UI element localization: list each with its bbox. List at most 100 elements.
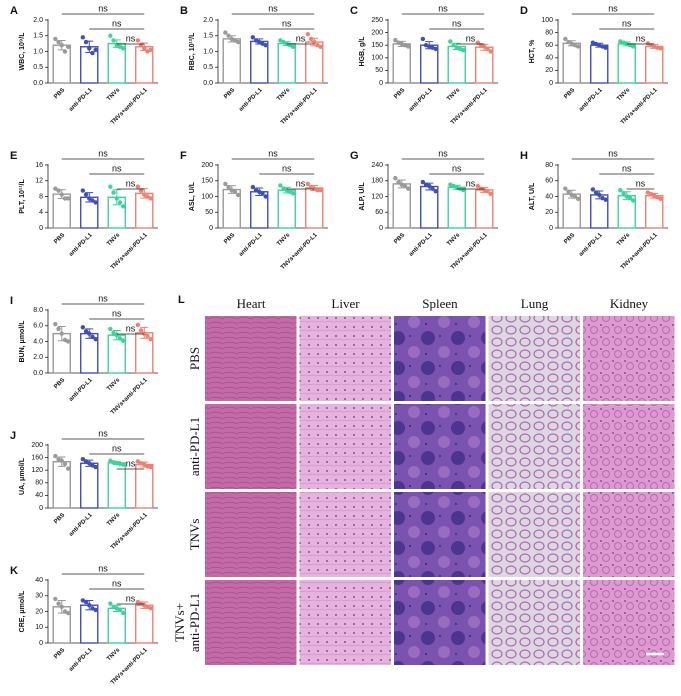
significance-label: ns (466, 178, 476, 188)
significance-label: ns (98, 3, 108, 13)
x-tick-label: PBS (393, 87, 406, 100)
y-tick-label: 80 (35, 480, 43, 487)
bar (250, 40, 269, 84)
data-point (485, 46, 490, 52)
y-tick-label: 8.0 (33, 307, 43, 314)
significance-label: ns (126, 593, 136, 603)
significance-label: ns (608, 148, 618, 158)
x-tick-label: anti-PD-L1 (68, 512, 94, 538)
x-tick-label: TNVs (446, 232, 462, 248)
data-point (83, 39, 89, 45)
data-point (117, 200, 123, 205)
panel-letter: I (10, 295, 13, 307)
significance-label: ns (268, 148, 278, 158)
bar (222, 38, 241, 84)
data-point (87, 461, 92, 466)
column-label: Liver (331, 296, 360, 311)
data-point (90, 50, 95, 56)
data-point (65, 44, 71, 49)
x-tick-label: TNVs (106, 647, 122, 663)
row-label: anti-PD-L1 (187, 417, 202, 476)
data-point (138, 188, 144, 193)
y-tick-label: 80 (545, 162, 553, 169)
data-point (135, 38, 141, 43)
y-tick-label: 200 (31, 442, 43, 449)
data-point (563, 36, 568, 42)
data-point (451, 43, 456, 48)
significance-label: ns (112, 18, 122, 28)
data-point (448, 39, 453, 44)
significance-label: ns (126, 458, 136, 468)
x-tick-label: PBS (563, 87, 576, 100)
y-tick-label: 180 (371, 178, 383, 185)
tissue-image (583, 580, 675, 665)
y-tick-label: 1.5 (33, 33, 43, 40)
y-axis-label: WBC, 10⁹/L (19, 32, 26, 71)
bar (617, 43, 636, 84)
y-tick-label: 1.0 (203, 48, 213, 55)
data-point (263, 43, 268, 48)
data-point (260, 191, 265, 196)
significance-label: ns (438, 3, 448, 13)
y-tick-label: 0 (549, 80, 553, 87)
data-point (87, 331, 92, 336)
y-tick-label: 0 (39, 505, 43, 512)
x-tick-label: PBS (53, 87, 66, 100)
data-point (53, 321, 58, 327)
y-tick-label: 10 (35, 624, 43, 631)
x-tick-label: TNVs (276, 232, 292, 248)
y-axis-label: BUN, μmol/L (19, 320, 26, 363)
data-point (59, 458, 64, 463)
tissue-image (299, 492, 391, 577)
data-point (658, 46, 663, 51)
data-point (108, 326, 113, 332)
data-point (148, 47, 153, 53)
y-tick-label: 20 (545, 67, 553, 74)
column-label: Kidney (610, 296, 649, 311)
tissue-image (488, 316, 580, 401)
data-point (53, 596, 58, 602)
significance-label: ns (112, 163, 122, 173)
data-point (235, 39, 241, 45)
bar (80, 462, 99, 509)
data-point (56, 188, 61, 193)
data-point (108, 184, 113, 189)
data-point (80, 35, 86, 40)
significance-label: ns (268, 3, 278, 13)
data-point (148, 464, 153, 470)
x-tick-label: PBS (53, 377, 66, 390)
data-point (566, 39, 571, 45)
data-point (65, 466, 71, 471)
x-tick-label: anti-PD-L1 (68, 232, 94, 258)
y-tick-label: 30 (35, 593, 43, 600)
data-point (618, 188, 623, 193)
data-point (53, 186, 58, 191)
significance-label: ns (636, 33, 646, 43)
y-tick-label: 200 (201, 162, 213, 169)
data-point (56, 601, 61, 606)
data-point (117, 607, 123, 613)
data-point (226, 33, 231, 38)
tissue-image (299, 580, 391, 665)
y-axis-label: HCT, % (529, 39, 536, 64)
data-point (393, 37, 398, 43)
data-point (108, 33, 113, 38)
x-tick-label: TNVs (106, 232, 122, 248)
data-point (402, 183, 408, 189)
data-point (563, 186, 568, 191)
data-point (120, 204, 126, 209)
data-point (59, 192, 64, 197)
column-label: Heart (237, 296, 266, 311)
y-tick-label: 40 (35, 577, 43, 584)
row-label: TNVs+ (172, 603, 187, 642)
bar (107, 462, 126, 509)
data-point (460, 48, 466, 53)
data-point (590, 187, 596, 192)
x-tick-label: anti-PD-L1 (408, 87, 434, 113)
data-point (148, 606, 153, 611)
y-tick-label: 12 (35, 178, 43, 185)
significance-label: ns (98, 293, 108, 303)
bar (135, 46, 154, 84)
data-point (93, 464, 98, 470)
y-axis-label: HGB, g/L (359, 36, 366, 67)
